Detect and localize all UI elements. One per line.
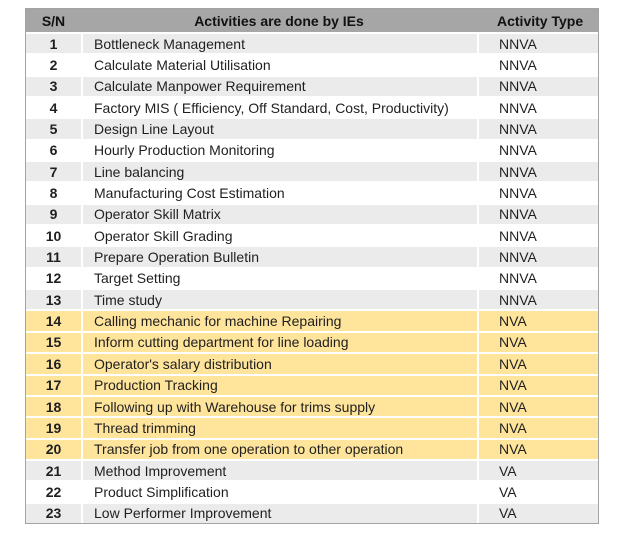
header-serial-number: S/N [41, 12, 66, 29]
table-row: 10 Operator Skill Grading NNVA [26, 224, 598, 246]
row-serial-number: 23 [45, 505, 62, 522]
row-activity-type: NNVA [477, 204, 598, 225]
table-row: 6 Hourly Production Monitoring NNVA [26, 138, 598, 161]
row-activity-label: Time study [81, 290, 477, 310]
row-activity-type: VA [477, 503, 598, 523]
row-serial-number: 15 [45, 334, 62, 351]
row-activity-type: NNVA [477, 34, 598, 54]
table-row: 15 Inform cutting department for line lo… [26, 330, 598, 353]
table-header-row: S/N Activities are done by IEs Activity … [26, 9, 598, 32]
row-serial-number: 22 [45, 483, 62, 500]
table-row: 23 Low Performer Improvement VA [26, 501, 598, 523]
row-serial-number: 5 [49, 121, 58, 138]
table-row: 2 Calculate Material Utilisation NNVA [26, 53, 598, 75]
table-row: 17 Production Tracking NVA [26, 373, 598, 395]
row-activity-type: NVA [477, 418, 598, 438]
row-activity-label: Bottleneck Management [81, 34, 477, 54]
row-serial-number: 16 [45, 355, 62, 372]
row-activity-label: Design Line Layout [81, 119, 477, 139]
row-serial-number: 4 [49, 99, 58, 116]
row-activity-label: Transfer job from one operation to other… [81, 439, 477, 459]
row-activity-label: Inform cutting department for line loadi… [81, 332, 477, 353]
table-row: 21 Method Improvement VA [26, 458, 598, 481]
row-serial-number: 12 [45, 270, 62, 287]
row-activity-label: Hourly Production Monitoring [81, 140, 477, 161]
row-activity-label: Production Tracking [81, 375, 477, 395]
row-activity-type: NNVA [477, 119, 598, 139]
row-activity-label: Low Performer Improvement [81, 503, 477, 523]
row-activity-type: NVA [477, 396, 598, 417]
table-row: 20 Transfer job from one operation to ot… [26, 437, 598, 459]
table-body: 1 Bottleneck Management NNVA 2 Calculate… [26, 32, 598, 523]
ie-activities-table: S/N Activities are done by IEs Activity … [25, 8, 599, 524]
table-row: 18 Following up with Warehouse for trims… [26, 394, 598, 417]
row-activity-label: Prepare Operation Bulletin [81, 247, 477, 267]
row-activity-type: NVA [477, 439, 598, 459]
row-activity-label: Product Simplification [81, 482, 477, 502]
row-serial-number: 17 [45, 377, 62, 394]
row-activity-type: NNVA [477, 226, 598, 246]
table-row: 5 Design Line Layout NNVA [26, 117, 598, 139]
row-serial-number: 6 [49, 142, 58, 159]
row-serial-number: 3 [49, 78, 58, 95]
table-row: 22 Product Simplification VA [26, 480, 598, 502]
row-serial-number: 14 [45, 313, 62, 330]
row-activity-type: NNVA [477, 76, 598, 97]
row-activity-type: NNVA [477, 183, 598, 203]
header-activity-type: Activity Type [497, 12, 584, 29]
table-row: 12 Target Setting NNVA [26, 266, 598, 289]
row-activity-type: NNVA [477, 290, 598, 310]
table-row: 19 Thread trimming NVA [26, 416, 598, 438]
row-activity-type: NNVA [477, 162, 598, 182]
table-row: 13 Time study NNVA [26, 288, 598, 310]
table-row: 16 Operator's salary distribution NVA [26, 352, 598, 374]
row-activity-label: Following up with Warehouse for trims su… [81, 396, 477, 417]
row-serial-number: 21 [45, 462, 62, 479]
row-activity-label: Operator Skill Matrix [81, 204, 477, 225]
row-activity-type: NVA [477, 375, 598, 395]
row-activity-type: VA [477, 460, 598, 481]
row-activity-type: NNVA [477, 268, 598, 289]
row-activity-label: Thread trimming [81, 418, 477, 438]
table-row: 7 Line balancing NNVA [26, 160, 598, 182]
table-row: 4 Factory MIS ( Efficiency, Off Standard… [26, 96, 598, 118]
row-activity-type: NVA [477, 311, 598, 331]
row-activity-type: NVA [477, 332, 598, 353]
row-serial-number: 10 [45, 227, 62, 244]
table-row: 3 Calculate Manpower Requirement NNVA [26, 74, 598, 97]
row-serial-number: 8 [49, 185, 58, 202]
row-activity-type: VA [477, 482, 598, 502]
row-serial-number: 11 [46, 249, 61, 266]
row-activity-type: NNVA [477, 98, 598, 118]
row-activity-label: Operator's salary distribution [81, 354, 477, 374]
table-row: 11 Prepare Operation Bulletin NNVA [26, 245, 598, 267]
row-activity-type: NNVA [477, 140, 598, 161]
row-activity-label: Calculate Manpower Requirement [81, 76, 477, 97]
row-activity-label: Manufacturing Cost Estimation [81, 183, 477, 203]
row-activity-type: NNVA [477, 55, 598, 75]
row-activity-label: Method Improvement [81, 460, 477, 481]
table-row: 14 Calling mechanic for machine Repairin… [26, 309, 598, 331]
row-activity-label: Line balancing [81, 162, 477, 182]
row-activity-label: Target Setting [81, 268, 477, 289]
table-row: 8 Manufacturing Cost Estimation NNVA [26, 181, 598, 203]
row-activity-type: NVA [477, 354, 598, 374]
row-serial-number: 13 [45, 291, 62, 308]
row-serial-number: 7 [49, 163, 58, 180]
row-serial-number: 1 [49, 35, 58, 52]
row-serial-number: 2 [49, 57, 58, 74]
header-activities: Activities are done by IEs [194, 12, 364, 29]
row-activity-label: Calculate Material Utilisation [81, 55, 477, 75]
row-activity-type: NNVA [477, 247, 598, 267]
table-row: 9 Operator Skill Matrix NNVA [26, 202, 598, 225]
row-serial-number: 20 [45, 441, 62, 458]
row-serial-number: 18 [45, 398, 62, 415]
row-serial-number: 9 [49, 206, 58, 223]
table-row: 1 Bottleneck Management NNVA [26, 32, 598, 54]
row-activity-label: Operator Skill Grading [81, 226, 477, 246]
row-activity-label: Calling mechanic for machine Repairing [81, 311, 477, 331]
row-activity-label: Factory MIS ( Efficiency, Off Standard, … [81, 98, 477, 118]
row-serial-number: 19 [45, 419, 62, 436]
